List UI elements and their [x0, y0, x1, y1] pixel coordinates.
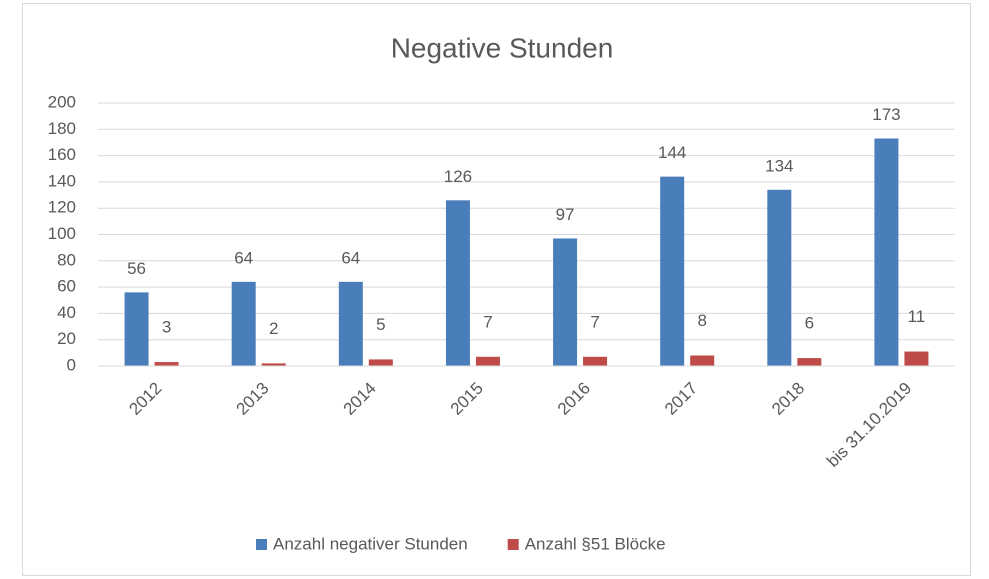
legend-swatch — [256, 539, 267, 550]
legend-swatch — [507, 539, 519, 550]
y-tick-label: 160 — [48, 145, 76, 164]
bar — [445, 200, 470, 366]
bar — [124, 292, 149, 366]
data-label: 7 — [483, 312, 492, 331]
bar — [904, 351, 929, 366]
bar — [368, 359, 393, 366]
y-tick-label: 100 — [48, 224, 76, 243]
y-tick-label: 140 — [48, 171, 76, 190]
bar — [660, 176, 685, 366]
bar — [154, 362, 179, 366]
legend-label: Anzahl negativer Stunden — [273, 534, 468, 553]
data-label: 3 — [162, 318, 171, 337]
bar — [553, 238, 578, 366]
data-label: 6 — [805, 314, 814, 333]
y-tick-label: 40 — [57, 303, 76, 322]
data-label: 7 — [590, 312, 599, 331]
bar — [874, 138, 899, 366]
bar — [583, 356, 608, 366]
y-tick-label: 180 — [48, 119, 76, 138]
y-tick-label: 120 — [48, 198, 76, 217]
data-label: 8 — [697, 311, 706, 330]
bar — [338, 281, 363, 366]
y-tick-label: 20 — [57, 329, 76, 348]
data-label: 11 — [908, 307, 926, 326]
bar — [261, 363, 286, 366]
legend-label: Anzahl §51 Blöcke — [525, 534, 666, 553]
bar — [231, 281, 256, 366]
data-label: 126 — [444, 167, 472, 186]
bar — [690, 355, 715, 366]
data-label: 134 — [765, 156, 793, 175]
chart-border — [22, 3, 971, 576]
data-label: 64 — [234, 248, 253, 267]
y-tick-label: 60 — [57, 277, 76, 296]
data-label: 144 — [658, 143, 686, 162]
data-label: 64 — [341, 248, 360, 267]
data-label: 97 — [556, 205, 575, 224]
data-label: 56 — [127, 259, 146, 278]
data-label: 5 — [376, 315, 385, 334]
data-label: 2 — [269, 319, 278, 338]
bar — [797, 358, 822, 366]
y-tick-label: 0 — [67, 355, 76, 374]
data-label: 173 — [872, 105, 900, 124]
y-tick-label: 200 — [48, 92, 76, 111]
y-tick-label: 80 — [57, 250, 76, 269]
chart-title: Negative Stunden — [391, 32, 614, 63]
bar — [767, 189, 792, 366]
bar — [475, 356, 500, 366]
